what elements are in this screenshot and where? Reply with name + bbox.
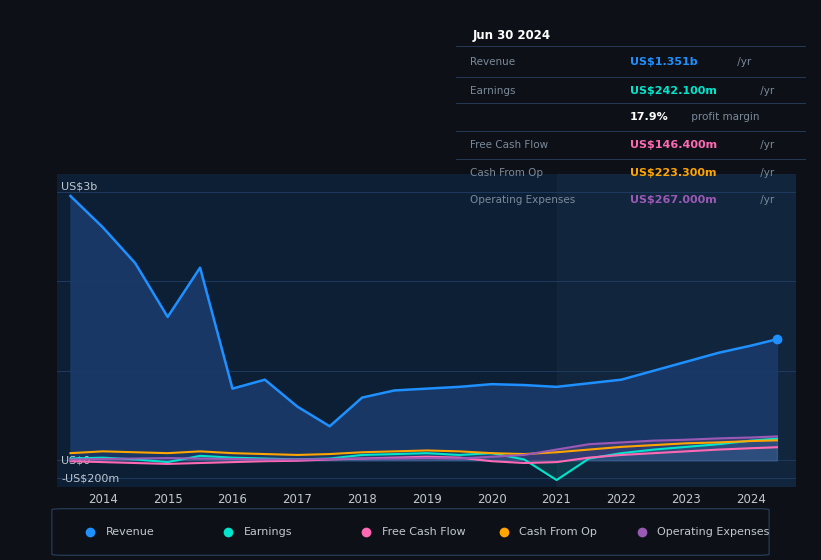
Text: US$1.351b: US$1.351b <box>631 57 698 67</box>
Text: /yr: /yr <box>757 86 774 96</box>
Text: Jun 30 2024: Jun 30 2024 <box>473 29 551 42</box>
Text: Earnings: Earnings <box>470 86 515 96</box>
Text: US$0: US$0 <box>62 455 90 465</box>
Text: /yr: /yr <box>734 57 751 67</box>
Text: /yr: /yr <box>757 195 774 205</box>
Text: -US$200m: -US$200m <box>62 473 119 483</box>
Text: US$267.000m: US$267.000m <box>631 195 717 205</box>
Text: Cash From Op: Cash From Op <box>470 168 543 178</box>
Text: 17.9%: 17.9% <box>631 112 669 122</box>
Text: profit margin: profit margin <box>688 112 759 122</box>
Text: Free Cash Flow: Free Cash Flow <box>382 527 466 537</box>
Text: Earnings: Earnings <box>244 527 292 537</box>
Text: /yr: /yr <box>757 168 774 178</box>
Text: US$242.100m: US$242.100m <box>631 86 717 96</box>
Text: US$146.400m: US$146.400m <box>631 140 718 150</box>
Text: Revenue: Revenue <box>470 57 515 67</box>
Bar <box>557 174 796 487</box>
Text: Cash From Op: Cash From Op <box>520 527 598 537</box>
Text: Operating Expenses: Operating Expenses <box>470 195 575 205</box>
Text: Operating Expenses: Operating Expenses <box>658 527 770 537</box>
Text: Free Cash Flow: Free Cash Flow <box>470 140 548 150</box>
Text: Revenue: Revenue <box>106 527 154 537</box>
Text: /yr: /yr <box>757 140 774 150</box>
Text: US$3b: US$3b <box>62 181 98 192</box>
Text: US$223.300m: US$223.300m <box>631 168 717 178</box>
